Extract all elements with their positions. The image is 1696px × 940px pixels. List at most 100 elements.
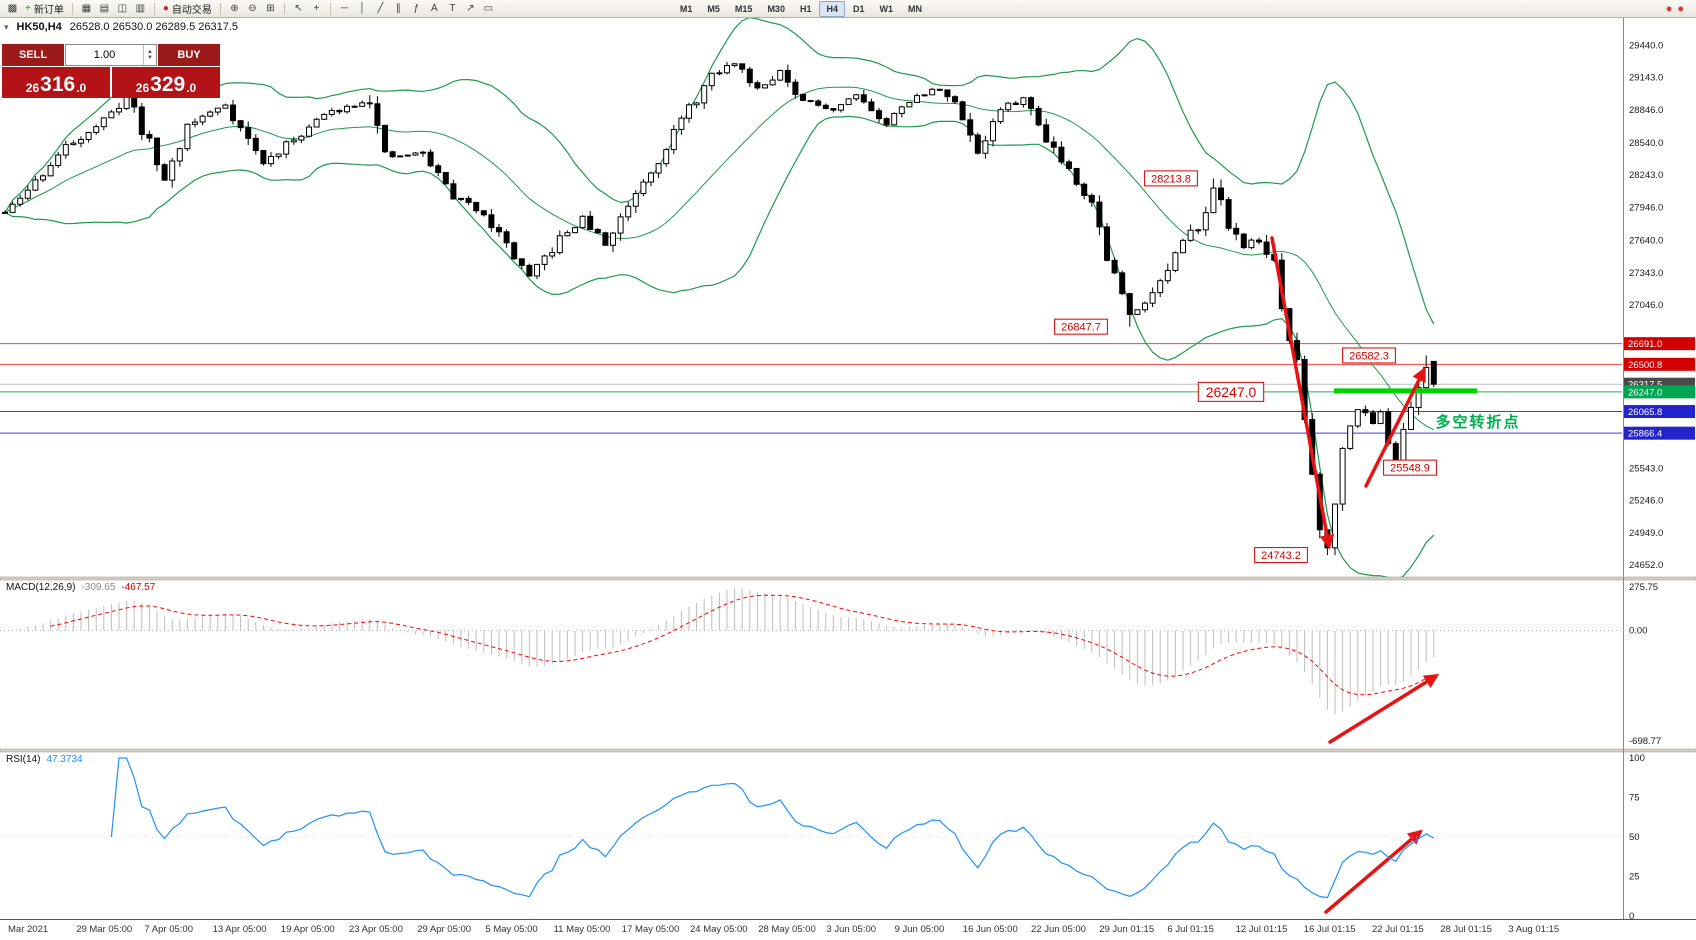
timeframe-W1[interactable]: W1 <box>879 3 894 14</box>
volume-spinner[interactable]: ▲ ▼ <box>143 45 156 65</box>
price-tick-27343: 27343.0 <box>1629 268 1663 279</box>
sell-price-suffix: .0 <box>76 80 87 95</box>
price-annotation-26847.7[interactable]: 26847.7 <box>1054 318 1108 335</box>
rsi-tick-75: 75 <box>1629 793 1640 804</box>
timeframe-group: M1 M5 M15 M30 H1 H4 D1 W1 MN <box>673 0 929 17</box>
price-tag-26500.8: 26500.8 <box>1624 357 1695 371</box>
volume-up-icon[interactable]: ▲ <box>147 49 153 55</box>
alert-red-icon[interactable]: ● <box>1665 2 1673 15</box>
volume-field[interactable]: 1.00 ▲ ▼ <box>65 44 157 66</box>
price-tag-25866.4: 25866.4 <box>1624 426 1695 440</box>
autotrading-button[interactable]: ● 自动交易 <box>160 1 215 16</box>
svg-text:28213.8: 28213.8 <box>1151 173 1191 185</box>
price-annotation-26582.3[interactable]: 26582.3 <box>1342 347 1396 364</box>
one-click-trading-panel: SELL 1.00 ▲ ▼ BUY 26 316.0 26 329.0 <box>2 44 220 98</box>
price-tick-29143: 29143.0 <box>1629 73 1663 84</box>
time-label-10: 24 May 05:00 <box>690 924 748 935</box>
time-label-18: 12 Jul 01:15 <box>1236 924 1288 935</box>
zoom-out-icon: ⊖ <box>248 2 257 14</box>
timeframe-M15[interactable]: M15 <box>734 3 753 14</box>
price-annotation-24743.2[interactable]: 24743.2 <box>1254 547 1308 564</box>
arrow-tool-icon[interactable]: ↗ <box>462 1 479 16</box>
timeframe-H4[interactable]: H4 <box>819 0 845 17</box>
timeframe-M30[interactable]: M30 <box>767 3 785 14</box>
fibonacci-icon: ƒ <box>413 2 420 14</box>
text-icon: A <box>431 2 438 14</box>
price-tag-26247.0: 26247.0 <box>1624 385 1695 399</box>
time-label-13: 9 Jun 05:00 <box>895 924 945 935</box>
autotrading-button-label: 自动交易 <box>171 5 212 16</box>
rsi-tick-50: 50 <box>1629 832 1640 843</box>
timeframe-H1[interactable]: H1 <box>799 3 812 14</box>
vertical-line-icon[interactable]: │ <box>354 1 371 16</box>
crosshair-icon[interactable]: + <box>308 1 325 16</box>
horizontal-line-icon[interactable]: ─ <box>336 1 353 16</box>
rsi-tick-0: 0 <box>1629 911 1634 922</box>
vertical-line-icon: │ <box>359 2 366 14</box>
new-order-button[interactable]: + 新订单 <box>22 1 67 16</box>
time-label-2: 7 Apr 05:00 <box>144 924 193 935</box>
volume-down-icon[interactable]: ▼ <box>147 55 153 61</box>
time-label-1: 29 Mar 05:00 <box>76 924 132 935</box>
cursor-icon[interactable]: ↖ <box>290 1 307 16</box>
new-chart-icon: ▩ <box>7 2 18 14</box>
macd-signal-line <box>50 594 1435 696</box>
time-label-9: 17 May 05:00 <box>622 924 680 935</box>
cascade-windows-icon[interactable]: ◫ <box>114 1 131 16</box>
time-label-3: 13 Apr 05:00 <box>213 924 267 935</box>
time-label-16: 29 Jun 01:15 <box>1099 924 1154 935</box>
price-tick-24652: 24652.0 <box>1629 560 1663 571</box>
volume-value[interactable]: 1.00 <box>93 49 116 61</box>
price-tick-25246: 25246.0 <box>1629 496 1663 507</box>
trend-arrow-3[interactable] <box>1328 674 1440 744</box>
zoom-in-icon[interactable]: ⊕ <box>226 1 243 16</box>
svg-text:25866.4: 25866.4 <box>1628 429 1662 440</box>
shapes-icon: ▭ <box>483 2 494 14</box>
toolbar-separator <box>219 2 221 15</box>
text-label-icon[interactable]: T <box>444 1 461 16</box>
trend-arrow-4[interactable] <box>1324 829 1423 914</box>
macd-tick-275.75: 275.75 <box>1629 582 1658 593</box>
timeframe-MN[interactable]: MN <box>908 3 922 14</box>
zoom-out-icon[interactable]: ⊖ <box>244 1 261 16</box>
profiles-icon[interactable]: ▤ <box>96 1 113 16</box>
symbol-period-label: HK50,H4 <box>16 21 62 33</box>
navigator-icon[interactable]: ▥ <box>132 1 149 16</box>
price-tick-27946: 27946.0 <box>1629 202 1663 213</box>
bollinger-bands <box>4 18 1435 577</box>
text-icon[interactable]: A <box>426 1 443 16</box>
pane-splitter-macd[interactable] <box>0 576 1696 581</box>
record-red-icon[interactable]: ● <box>1677 2 1684 15</box>
crosshair-icon: + <box>313 2 320 14</box>
buy-price[interactable]: 26 329.0 <box>112 67 220 98</box>
macd-pane-label: MACD(12,26,9) -309.65 -467.57 <box>6 582 155 593</box>
grid-icon[interactable]: ⊞ <box>262 1 279 16</box>
timeframe-M5[interactable]: M5 <box>707 3 720 14</box>
rsi-tick-100: 100 <box>1629 753 1645 764</box>
sell-button[interactable]: SELL <box>2 44 64 66</box>
one-click-price-row: 26 316.0 26 329.0 <box>2 67 220 98</box>
pane-splitter-rsi[interactable] <box>0 748 1696 753</box>
sell-price[interactable]: 26 316.0 <box>2 67 110 98</box>
buy-button[interactable]: BUY <box>158 44 220 66</box>
time-label-5: 23 Apr 05:00 <box>349 924 403 935</box>
tile-windows-icon[interactable]: ▦ <box>78 1 95 16</box>
horizontal-line-icon: ─ <box>340 2 348 14</box>
shapes-icon[interactable]: ▭ <box>480 1 497 16</box>
rsi-value: 47.3734 <box>46 754 83 765</box>
svg-text:25548.9: 25548.9 <box>1390 463 1430 475</box>
trendline-icon[interactable]: ╱ <box>372 1 389 16</box>
new-chart-icon[interactable]: ▩ <box>4 1 21 16</box>
channel-icon[interactable]: ∥ <box>390 1 407 16</box>
price-annotation-25548.9[interactable]: 25548.9 <box>1383 459 1437 476</box>
timeframe-D1[interactable]: D1 <box>852 3 865 14</box>
trend-arrow-1[interactable] <box>1270 236 1335 550</box>
price-annotation-26247.0[interactable]: 26247.0 <box>1197 381 1265 402</box>
price-tag-26065.8: 26065.8 <box>1624 405 1695 419</box>
timeframe-M1[interactable]: M1 <box>679 3 693 14</box>
fibonacci-icon[interactable]: ƒ <box>408 1 425 16</box>
oneclick-toggle-icon[interactable]: ▾ <box>4 21 9 32</box>
trend-arrow-2[interactable] <box>1364 366 1426 488</box>
price-annotation-28213.8[interactable]: 28213.8 <box>1144 170 1198 187</box>
